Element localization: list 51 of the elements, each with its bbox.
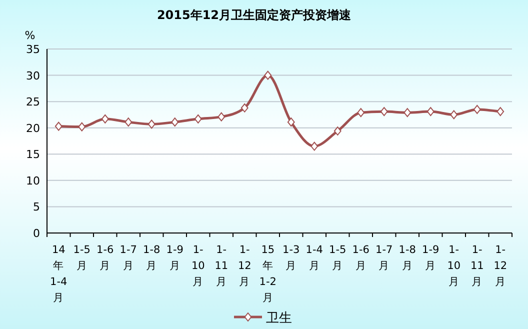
point xyxy=(450,110,458,120)
point xyxy=(334,126,342,136)
chart-title: 2015年12月卫生固定资产投资增速 xyxy=(156,8,352,22)
x-tick-label: 1-7月 xyxy=(120,244,137,272)
y-tick-label: 10 xyxy=(26,174,40,188)
x-tick-label: 1-6月 xyxy=(96,244,114,272)
x-tick-label: 1-12月 xyxy=(494,244,508,288)
point xyxy=(357,108,365,118)
x-tick-label: 1-7月 xyxy=(376,244,393,272)
x-tick-label: 1-5月 xyxy=(73,244,90,272)
x-tick-label: 14年1-4月 xyxy=(50,244,68,304)
x-tick-label: 1-5月 xyxy=(329,244,346,272)
point xyxy=(380,107,388,116)
y-tick-label: 15 xyxy=(26,148,40,162)
point xyxy=(404,108,412,118)
x-tick-label: 1-11月 xyxy=(470,244,484,288)
point xyxy=(194,114,202,124)
x-tick-label: 1-10月 xyxy=(191,244,205,288)
x-tick-label: 1-4月 xyxy=(306,244,324,272)
point xyxy=(171,118,179,127)
x-tick-label: 1-12月 xyxy=(238,244,252,288)
point xyxy=(264,70,272,80)
x-tick-label: 1-3月 xyxy=(282,244,300,272)
x-tick-label: 15年1-2月 xyxy=(259,244,276,304)
y-tick-label: 0 xyxy=(33,227,40,240)
x-tick-label: 1-8月 xyxy=(398,244,416,272)
point xyxy=(310,142,318,151)
point xyxy=(124,118,132,127)
x-tick-label: 1-9月 xyxy=(422,244,440,272)
legend-label: 卫生 xyxy=(266,311,292,326)
point xyxy=(78,122,86,132)
point xyxy=(54,122,62,131)
y-tick-label: 5 xyxy=(33,200,40,214)
y-tick-label: 30 xyxy=(26,69,40,82)
y-tick-label: 35 xyxy=(26,43,40,56)
point xyxy=(287,118,295,127)
point xyxy=(473,104,481,114)
x-tick-label: 1-6月 xyxy=(352,244,370,272)
y-tick-label: 25 xyxy=(26,96,40,109)
y-axis-title: % xyxy=(24,29,36,42)
x-tick-label: 1-11月 xyxy=(214,244,228,288)
point xyxy=(148,120,156,129)
point xyxy=(240,103,248,112)
point xyxy=(426,107,434,116)
point xyxy=(218,112,226,122)
point xyxy=(496,107,504,116)
y-tick-label: 20 xyxy=(26,122,40,135)
x-tick-label: 1-8月 xyxy=(143,244,160,272)
x-tick-label: 1-9月 xyxy=(166,244,184,272)
x-tick-label: 1-10月 xyxy=(447,244,461,288)
point xyxy=(101,114,109,124)
